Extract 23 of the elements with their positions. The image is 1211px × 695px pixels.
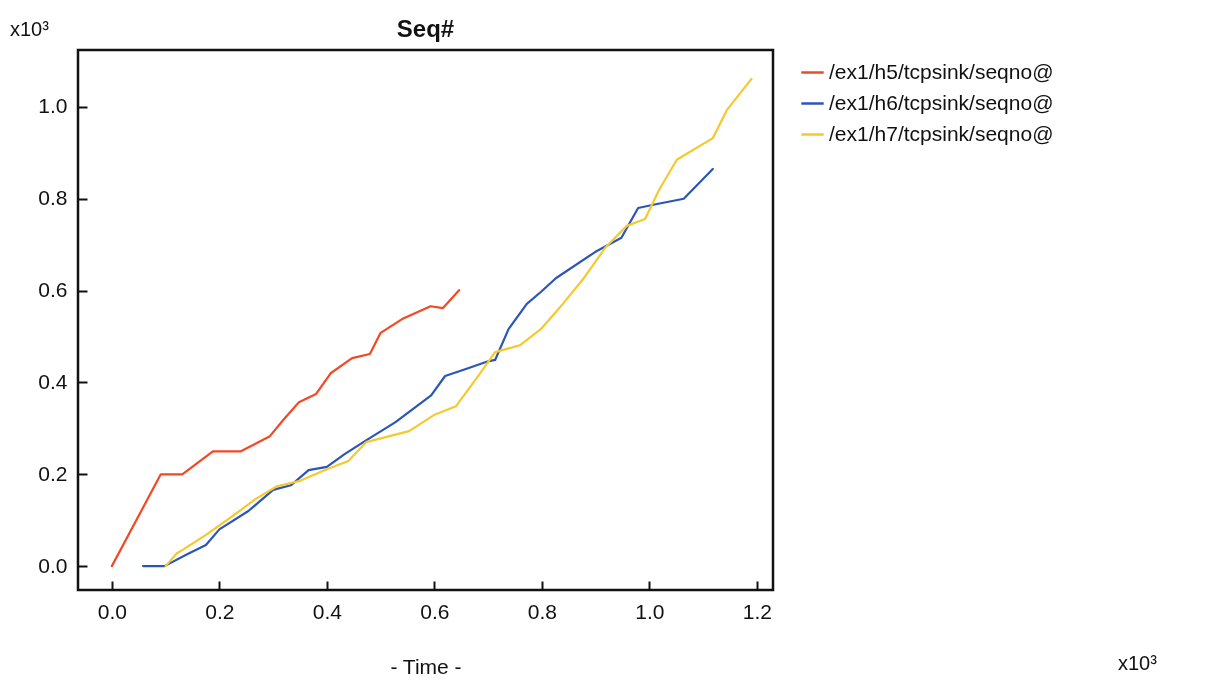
chart-title: Seq# xyxy=(396,15,455,42)
legend-label: /ex1/h6/tcpsink/seqno@ xyxy=(829,90,1054,114)
line-series xyxy=(110,289,461,568)
x-tick-label: 0.0 xyxy=(97,599,127,623)
legend-label: /ex1/h5/tcpsink/seqno@ xyxy=(829,59,1054,83)
line-series xyxy=(141,167,714,568)
x-tick-label: 0.4 xyxy=(312,599,343,623)
y-tick-label: 0.8 xyxy=(38,186,68,210)
y-tick-label: 0.6 xyxy=(38,278,68,302)
text: x10³ xyxy=(10,18,49,41)
x-tick-label: 1.2 xyxy=(742,599,772,623)
x-axis-title: - Time - xyxy=(390,654,462,678)
x-tick-label: 0.2 xyxy=(205,599,235,623)
line-series xyxy=(164,77,753,568)
y-tick-label: 0.4 xyxy=(38,369,68,393)
x-tick-label: 0.8 xyxy=(527,599,557,623)
y-tick-label: 1.0 xyxy=(38,94,68,118)
x-tick-label: 1.0 xyxy=(635,599,665,623)
x-tick-label: 0.6 xyxy=(420,599,450,623)
text: x10³ xyxy=(1118,652,1157,675)
legend-label: /ex1/h7/tcpsink/seqno@ xyxy=(829,121,1054,145)
y-tick-label: 0.2 xyxy=(38,461,68,485)
y-tick-label: 0.0 xyxy=(38,553,68,577)
